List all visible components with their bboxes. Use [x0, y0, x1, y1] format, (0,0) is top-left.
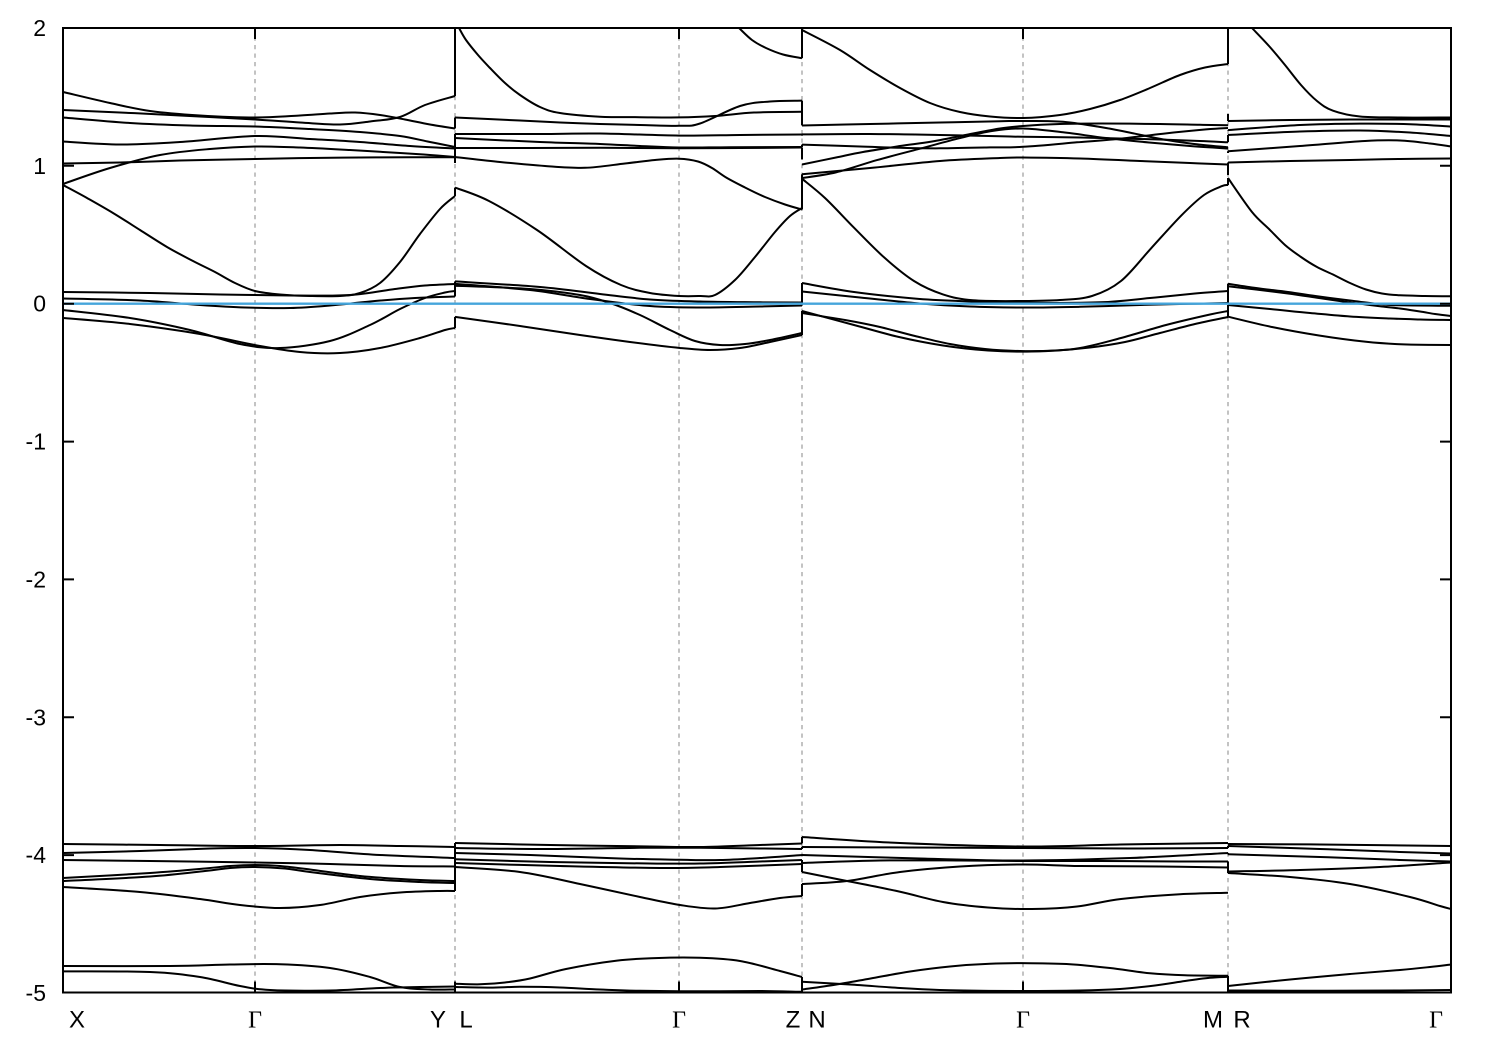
- svg-text:-1: -1: [26, 429, 46, 455]
- svg-text:-2: -2: [26, 566, 46, 592]
- svg-text:2: 2: [33, 15, 46, 41]
- svg-text:Γ: Γ: [672, 1008, 686, 1034]
- svg-text:-4: -4: [26, 842, 47, 868]
- svg-text:0: 0: [33, 291, 46, 317]
- svg-text:M: M: [1203, 1007, 1223, 1034]
- svg-text:-5: -5: [26, 980, 46, 1006]
- svg-text:L: L: [459, 1007, 472, 1034]
- svg-text:Γ: Γ: [1016, 1008, 1030, 1034]
- svg-text:1: 1: [33, 153, 46, 179]
- svg-text:Y: Y: [430, 1007, 446, 1034]
- svg-text:Γ: Γ: [248, 1008, 262, 1034]
- svg-text:Γ: Γ: [1429, 1008, 1443, 1034]
- svg-text:-3: -3: [26, 704, 46, 730]
- svg-text:X: X: [69, 1007, 85, 1034]
- svg-text:Z: Z: [786, 1007, 801, 1034]
- svg-text:R: R: [1233, 1007, 1250, 1034]
- svg-text:N: N: [808, 1007, 825, 1034]
